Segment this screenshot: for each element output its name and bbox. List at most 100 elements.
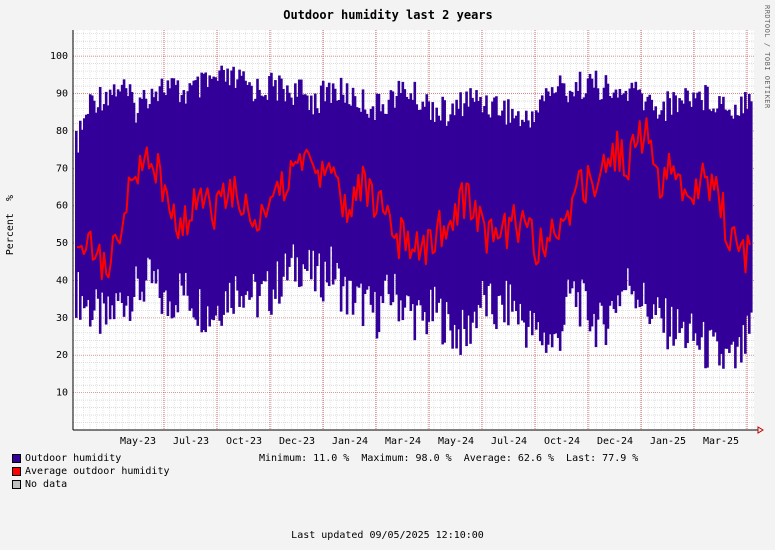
humidity-bar — [184, 103, 188, 273]
humidity-bar — [538, 99, 542, 342]
humidity-bar — [720, 103, 723, 354]
humidity-bar — [670, 114, 673, 307]
x-tick-label: Jan-25 — [650, 436, 686, 447]
humidity-bar — [349, 105, 353, 281]
humidity-bar — [664, 120, 667, 299]
humidity-bar — [146, 108, 150, 258]
humidity-bar — [654, 106, 658, 316]
humidity-bar — [395, 95, 399, 295]
humidity-bar — [246, 84, 249, 292]
humidity-bar — [503, 100, 506, 323]
y-tick-label: 70 — [56, 163, 68, 174]
x-tick-label: Mar-25 — [703, 436, 739, 447]
humidity-bar — [684, 88, 687, 349]
humidity-bar — [399, 92, 403, 301]
humidity-bar — [521, 119, 524, 321]
humidity-bar — [437, 115, 440, 303]
humidity-bar — [620, 94, 624, 292]
humidity-bar — [690, 106, 693, 314]
x-tick-label: Dec-23 — [279, 436, 315, 447]
humidity-bar — [696, 92, 699, 346]
humidity-bar — [76, 152, 80, 273]
humidity-bar — [493, 97, 496, 325]
humidity-bar — [427, 101, 431, 322]
humidity-bar — [602, 87, 606, 325]
humidity-bar — [746, 109, 749, 316]
y-axis-label: Percent % — [5, 195, 16, 256]
humidity-bar — [82, 118, 86, 309]
humidity-bar — [618, 88, 622, 307]
humidity-bar — [128, 84, 132, 321]
humidity-bar — [421, 101, 425, 321]
humidity-bar — [292, 104, 295, 245]
humidity-bar — [272, 86, 275, 290]
humidity-bar — [562, 83, 566, 325]
humidity-bar — [552, 93, 556, 335]
humidity-bar — [226, 68, 229, 313]
humidity-bar — [465, 91, 468, 347]
humidity-bar — [624, 90, 628, 291]
humidity-bar — [429, 119, 433, 290]
humidity-bar — [88, 94, 92, 327]
humidity-bar — [78, 120, 82, 320]
humidity-bar — [290, 97, 293, 258]
humidity-bar — [377, 94, 381, 333]
y-tick-label: 40 — [56, 275, 68, 286]
humidity-bar — [333, 88, 337, 280]
humidity-bar — [439, 120, 442, 299]
humidity-bar — [594, 70, 598, 348]
humidity-bar — [556, 86, 560, 338]
y-tick-label: 100 — [50, 51, 68, 62]
humidity-bar — [750, 101, 753, 313]
humidity-bar — [674, 95, 677, 340]
y-tick-label: 30 — [56, 313, 68, 324]
humidity-bar — [391, 91, 395, 303]
humidity-bar — [413, 81, 417, 341]
humidity-bar — [616, 97, 620, 296]
humidity-bar — [138, 97, 142, 301]
y-tick-label: 60 — [56, 201, 68, 212]
legend-label-no-data: No data — [25, 479, 68, 490]
humidity-bar — [686, 90, 689, 344]
humidity-bar — [258, 89, 261, 297]
humidity-bar — [425, 94, 429, 335]
humidity-bar — [329, 102, 333, 247]
humidity-bar — [373, 119, 377, 292]
humidity-bar — [393, 107, 397, 274]
humidity-bar — [441, 96, 444, 345]
humidity-bar — [596, 88, 600, 320]
humidity-bar — [666, 91, 669, 350]
humidity-bar — [379, 111, 383, 297]
average-line — [76, 117, 751, 281]
humidity-bar — [284, 101, 287, 254]
humidity-bar — [598, 99, 602, 303]
humidity-bar — [186, 91, 190, 296]
humidity-bar — [491, 101, 494, 315]
humidity-bar — [142, 89, 146, 302]
legend-swatch-no-data — [12, 480, 21, 489]
humidity-bar — [481, 112, 484, 282]
humidity-bar — [158, 86, 162, 298]
humidity-bar — [534, 110, 538, 330]
y-tick-label: 90 — [56, 89, 68, 100]
humidity-bar — [84, 114, 88, 307]
humidity-bar — [244, 80, 247, 295]
humidity-bar — [116, 89, 120, 301]
humidity-bar — [704, 85, 707, 369]
humidity-bar — [206, 87, 210, 307]
humidity-bar — [303, 94, 307, 270]
humidity-bar — [347, 104, 351, 281]
legend-item-average: Average outdoor humidity — [12, 465, 170, 478]
humidity-bar — [417, 109, 421, 301]
humidity-bar — [204, 72, 208, 333]
humidity-bar — [630, 82, 634, 295]
x-tick-label: Dec-24 — [597, 436, 633, 447]
humidity-bar — [634, 81, 638, 309]
humidity-bar — [256, 78, 259, 318]
humidity-bar — [548, 95, 552, 335]
humidity-bar — [489, 117, 492, 284]
humidity-bar — [499, 115, 502, 296]
humidity-bar — [501, 110, 504, 305]
humidity-bar — [385, 113, 389, 275]
